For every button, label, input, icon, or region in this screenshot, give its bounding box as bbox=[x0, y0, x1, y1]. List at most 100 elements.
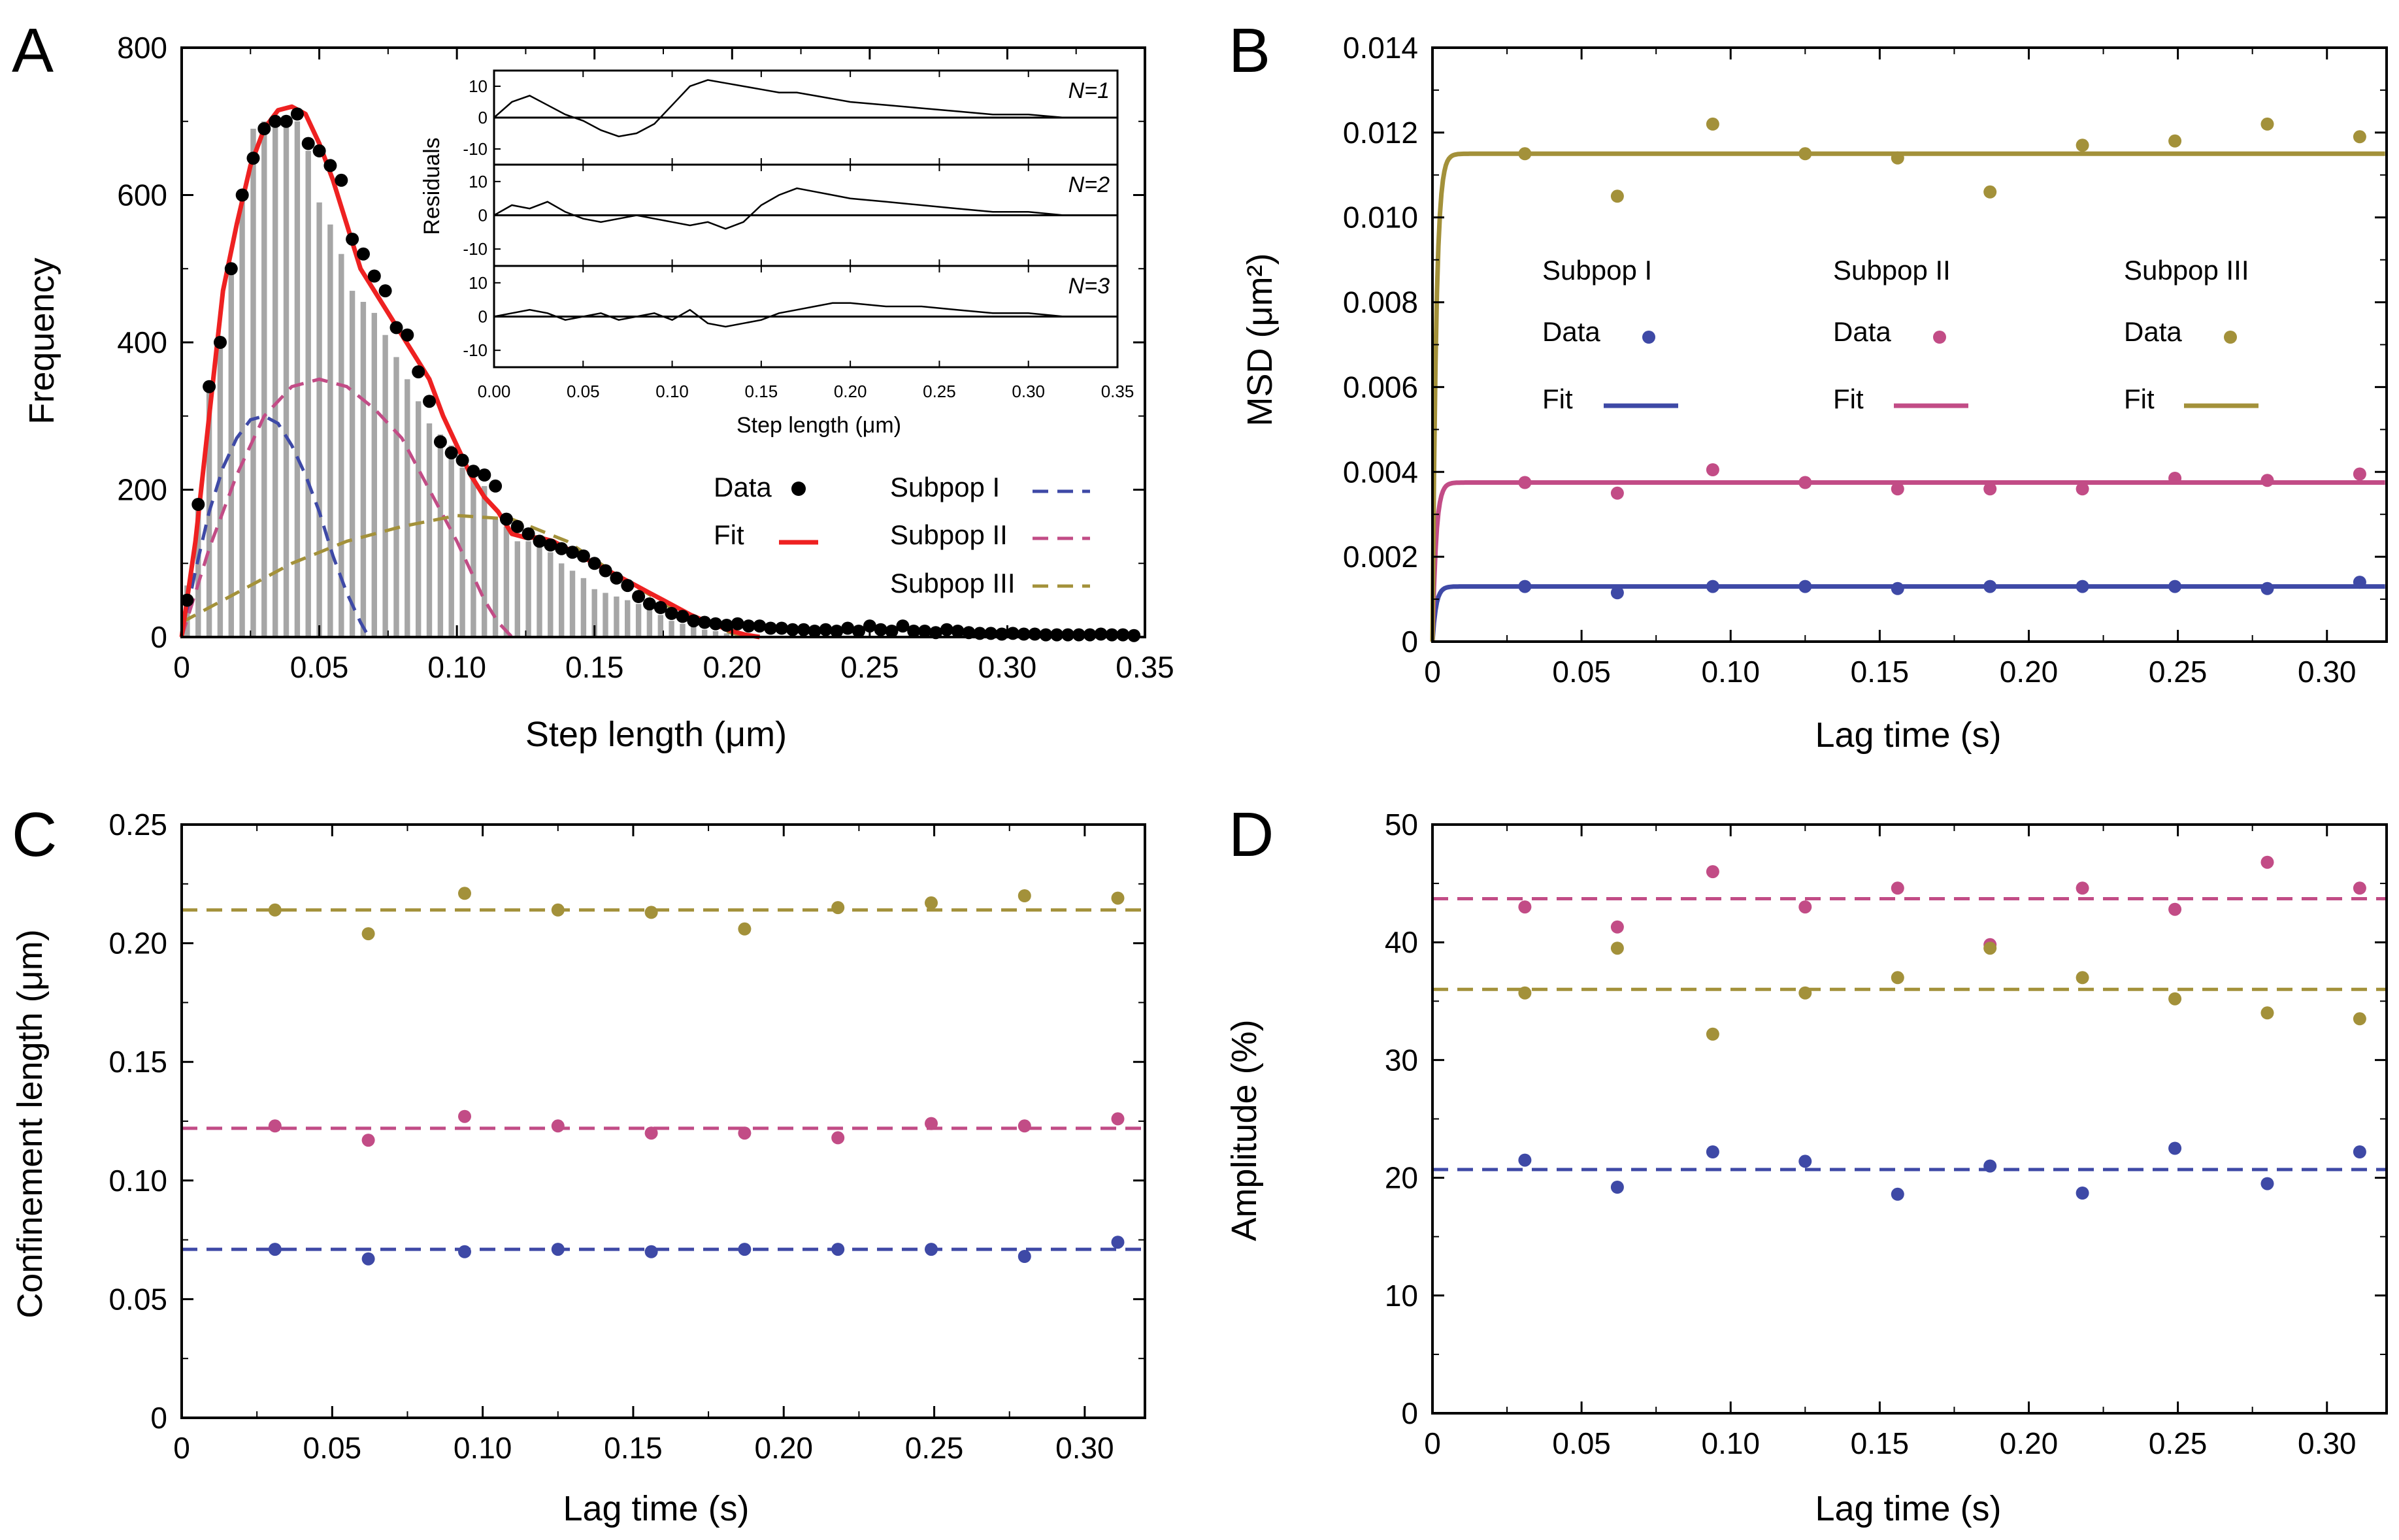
data-point bbox=[775, 621, 789, 635]
data-point bbox=[742, 619, 755, 633]
data-point-subpop-i bbox=[1610, 1181, 1624, 1194]
data-point bbox=[510, 519, 524, 533]
data-point bbox=[687, 614, 701, 628]
data-point bbox=[433, 435, 447, 449]
panel-b-legend: Subpop I Data Fit Subpop II Data Fit Sub… bbox=[1542, 255, 2258, 414]
inset-subplot-label: N=1 bbox=[1068, 78, 1110, 103]
y-tick-label: 0.15 bbox=[108, 1045, 167, 1079]
data-point-subpop-ii bbox=[268, 1119, 282, 1133]
data-point-subpop-iii bbox=[2260, 1006, 2274, 1020]
x-tick-label: 0.10 bbox=[1701, 1426, 1760, 1460]
panel-c: C 0 0.05 0.10 0.15 0.20 0.25 0.30 0 0.05 0.10 0.15… bbox=[10, 800, 1146, 1528]
data-point bbox=[852, 625, 865, 638]
y-tick-label: 0.012 bbox=[1343, 116, 1418, 150]
data-point-subpop-i bbox=[2168, 1141, 2182, 1155]
data-point-subpop-i bbox=[2260, 1177, 2274, 1190]
y-tick-label: 0.014 bbox=[1343, 31, 1418, 65]
data-point bbox=[455, 453, 469, 467]
histogram-bar bbox=[283, 125, 290, 637]
data-point-subpop-i bbox=[1983, 580, 1997, 593]
histogram-bar bbox=[691, 626, 697, 637]
data-point-subpop-i bbox=[2076, 580, 2089, 593]
fit-curve-subpop-i bbox=[180, 414, 371, 638]
data-point bbox=[235, 188, 249, 202]
legend-a-fit-label: Fit bbox=[714, 519, 744, 550]
y-tick-label: 600 bbox=[117, 178, 167, 212]
data-point bbox=[521, 527, 535, 541]
panel-c-ylabel: Confinement length (μm) bbox=[10, 929, 50, 1318]
data-point-subpop-iii bbox=[644, 906, 658, 919]
data-point-subpop-iii bbox=[1610, 189, 1624, 203]
data-point bbox=[367, 269, 381, 283]
data-point bbox=[874, 623, 887, 636]
data-point-subpop-ii bbox=[361, 1134, 375, 1147]
data-point bbox=[676, 610, 689, 623]
panel-b: B 0 0.05 0.10 0.15 0.20 0.25 0.30 0 0.002 0.004 0.… bbox=[1229, 16, 2388, 755]
inset-x-tick-label: 0.30 bbox=[1012, 382, 1045, 401]
x-tick-label: 0.10 bbox=[1701, 655, 1760, 689]
data-point bbox=[214, 336, 227, 349]
panel-a-xlabel: Step length (μm) bbox=[525, 715, 787, 754]
x-tick-label: 0.05 bbox=[1552, 655, 1611, 689]
panel-b-plot: 0 0.05 0.10 0.15 0.20 0.25 0.30 0 0.002 0.004 0.00… bbox=[1343, 31, 2388, 689]
histogram-bar bbox=[514, 541, 520, 637]
inset-x-tick-label: 0.15 bbox=[745, 382, 778, 401]
inset-y-tick-label: 0 bbox=[478, 307, 488, 327]
legend-a-subpop3-label: Subpop III bbox=[890, 568, 1015, 598]
x-tick-label: 0.25 bbox=[2149, 655, 2208, 689]
x-tick-label: 0.30 bbox=[1055, 1431, 1114, 1465]
data-point bbox=[808, 625, 821, 638]
data-point-subpop-ii bbox=[738, 1126, 752, 1140]
data-point bbox=[280, 114, 293, 128]
inset-y-tick-label: -10 bbox=[463, 139, 488, 159]
y-tick-label: 0.008 bbox=[1343, 286, 1418, 319]
x-tick-label: 0.15 bbox=[604, 1431, 663, 1465]
histogram-bar bbox=[273, 121, 278, 638]
y-tick-label: 20 bbox=[1385, 1161, 1418, 1195]
data-point-subpop-ii bbox=[1518, 476, 1532, 489]
data-point-subpop-ii bbox=[1891, 881, 1904, 895]
data-point-subpop-ii bbox=[2353, 467, 2366, 481]
panel-a-plot: 0 0.05 0.10 0.15 0.20 0.25 0.30 0.35 0 200 400 600 8… bbox=[117, 31, 1174, 684]
data-point bbox=[940, 623, 953, 636]
inset-y-tick-label: -10 bbox=[463, 239, 488, 259]
data-point bbox=[467, 465, 480, 478]
data-point-subpop-i bbox=[1891, 1187, 1904, 1201]
inset-y-tick-label: 0 bbox=[478, 206, 488, 225]
histogram-bar bbox=[669, 621, 674, 637]
data-point-subpop-ii bbox=[1610, 486, 1624, 500]
data-point-subpop-i bbox=[2260, 582, 2274, 595]
data-point bbox=[698, 615, 712, 629]
histogram-bar bbox=[482, 485, 488, 637]
y-tick-label: 0.25 bbox=[108, 808, 167, 842]
data-point-subpop-i bbox=[1798, 1155, 1812, 1168]
data-point bbox=[335, 173, 348, 187]
data-point-subpop-i bbox=[1798, 580, 1812, 593]
y-tick-label: 0.010 bbox=[1343, 201, 1418, 235]
data-point bbox=[764, 621, 778, 635]
data-point-subpop-iii bbox=[1518, 986, 1532, 1000]
panel-a-legend: Data Fit Subpop I Subpop II Subpop III bbox=[714, 472, 1090, 598]
histogram-bar bbox=[294, 121, 301, 638]
histogram-bar bbox=[603, 593, 608, 637]
histogram-bar bbox=[580, 578, 587, 637]
data-point-subpop-iii bbox=[268, 903, 282, 917]
data-point-subpop-i bbox=[1610, 586, 1624, 600]
data-point bbox=[907, 625, 921, 638]
data-point-subpop-ii bbox=[1518, 900, 1532, 914]
legend-b-subpop2-data-label: Data bbox=[1833, 316, 1891, 347]
histogram-bar bbox=[437, 434, 444, 637]
data-point bbox=[412, 365, 425, 379]
inset-x-tick-label: 0.05 bbox=[567, 382, 600, 401]
x-tick-label: 0 bbox=[1424, 655, 1441, 689]
legend-b-subpop1-title: Subpop I bbox=[1542, 255, 1652, 286]
x-tick-label: 0.10 bbox=[454, 1431, 512, 1465]
panel-d-xlabel: Lag time (s) bbox=[1815, 1489, 2001, 1528]
y-tick-label: 0.05 bbox=[108, 1282, 167, 1316]
data-point-subpop-iii bbox=[1018, 889, 1031, 902]
data-point-subpop-iii bbox=[738, 922, 752, 936]
data-point bbox=[951, 625, 965, 638]
legend-b-subpop1-fit-label: Fit bbox=[1542, 384, 1573, 414]
data-point bbox=[533, 534, 546, 548]
